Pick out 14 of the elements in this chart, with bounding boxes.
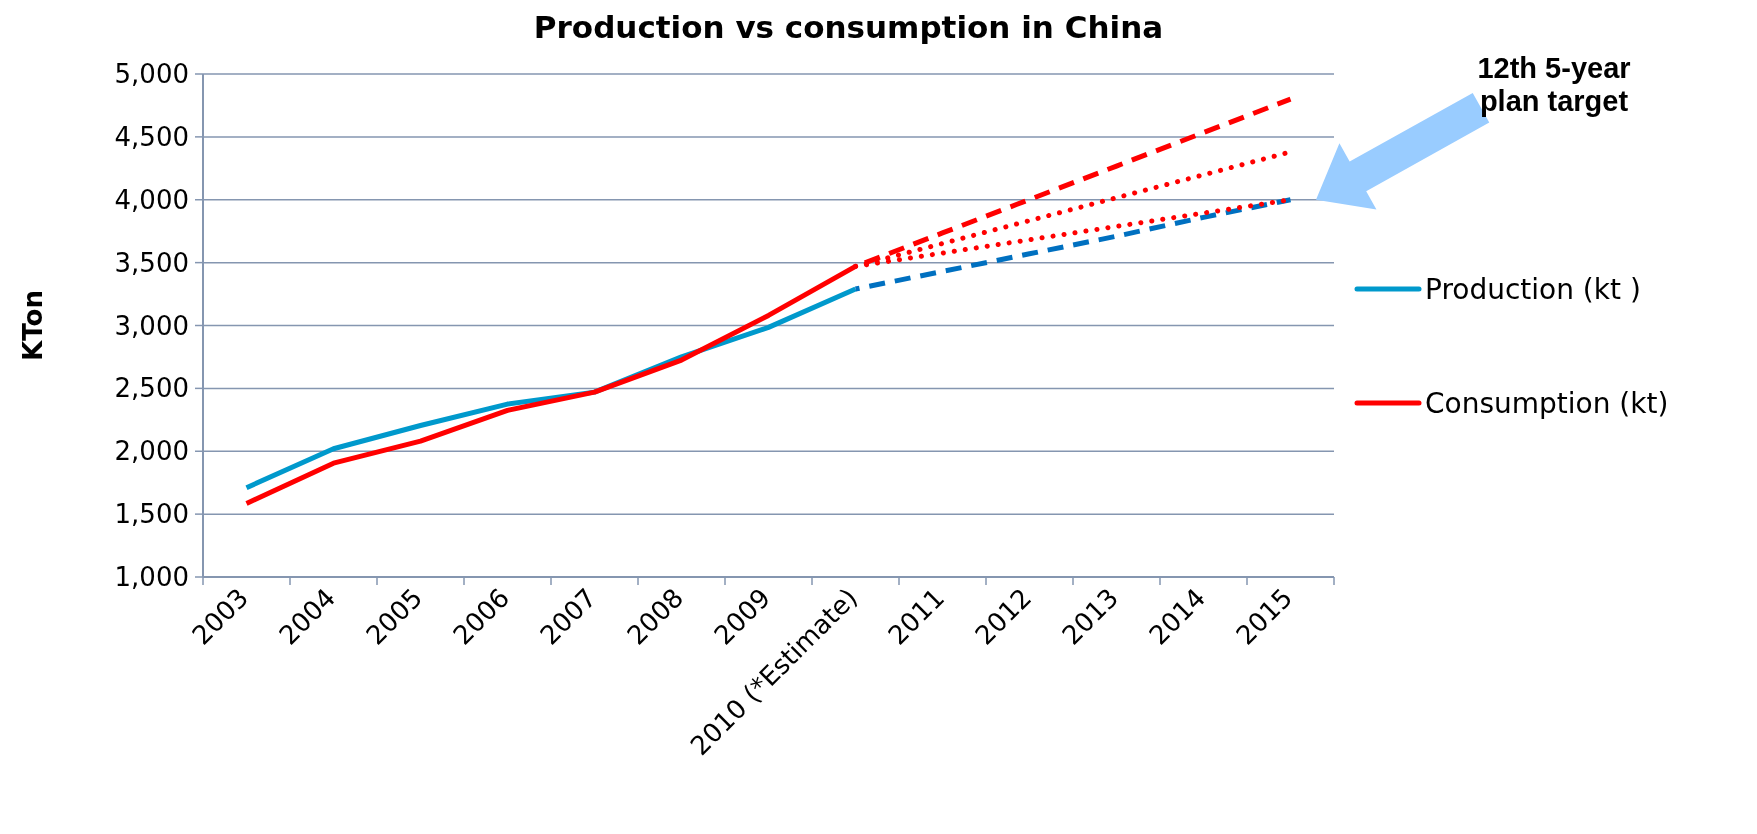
y-tick-label: 2,500 [114, 373, 189, 404]
y-tick-label: 4,500 [114, 121, 189, 152]
y-tick-label: 5,000 [114, 59, 189, 90]
y-axis-title: KTon [18, 290, 48, 361]
y-tick-label: 2,000 [114, 436, 189, 467]
y-tick-label: 1,500 [114, 499, 189, 530]
chart-title: Production vs consumption in China [533, 9, 1164, 45]
y-tick-label: 3,000 [114, 310, 189, 341]
y-tick-label: 4,000 [114, 184, 189, 215]
legend-label: Production (kt ) [1425, 272, 1641, 306]
y-tick-label: 3,500 [114, 247, 189, 278]
legend-label: Consumption (kt) [1425, 386, 1669, 420]
text: 12th 5-year plan target [1477, 51, 1631, 118]
y-tick-label: 1,000 [114, 562, 189, 593]
